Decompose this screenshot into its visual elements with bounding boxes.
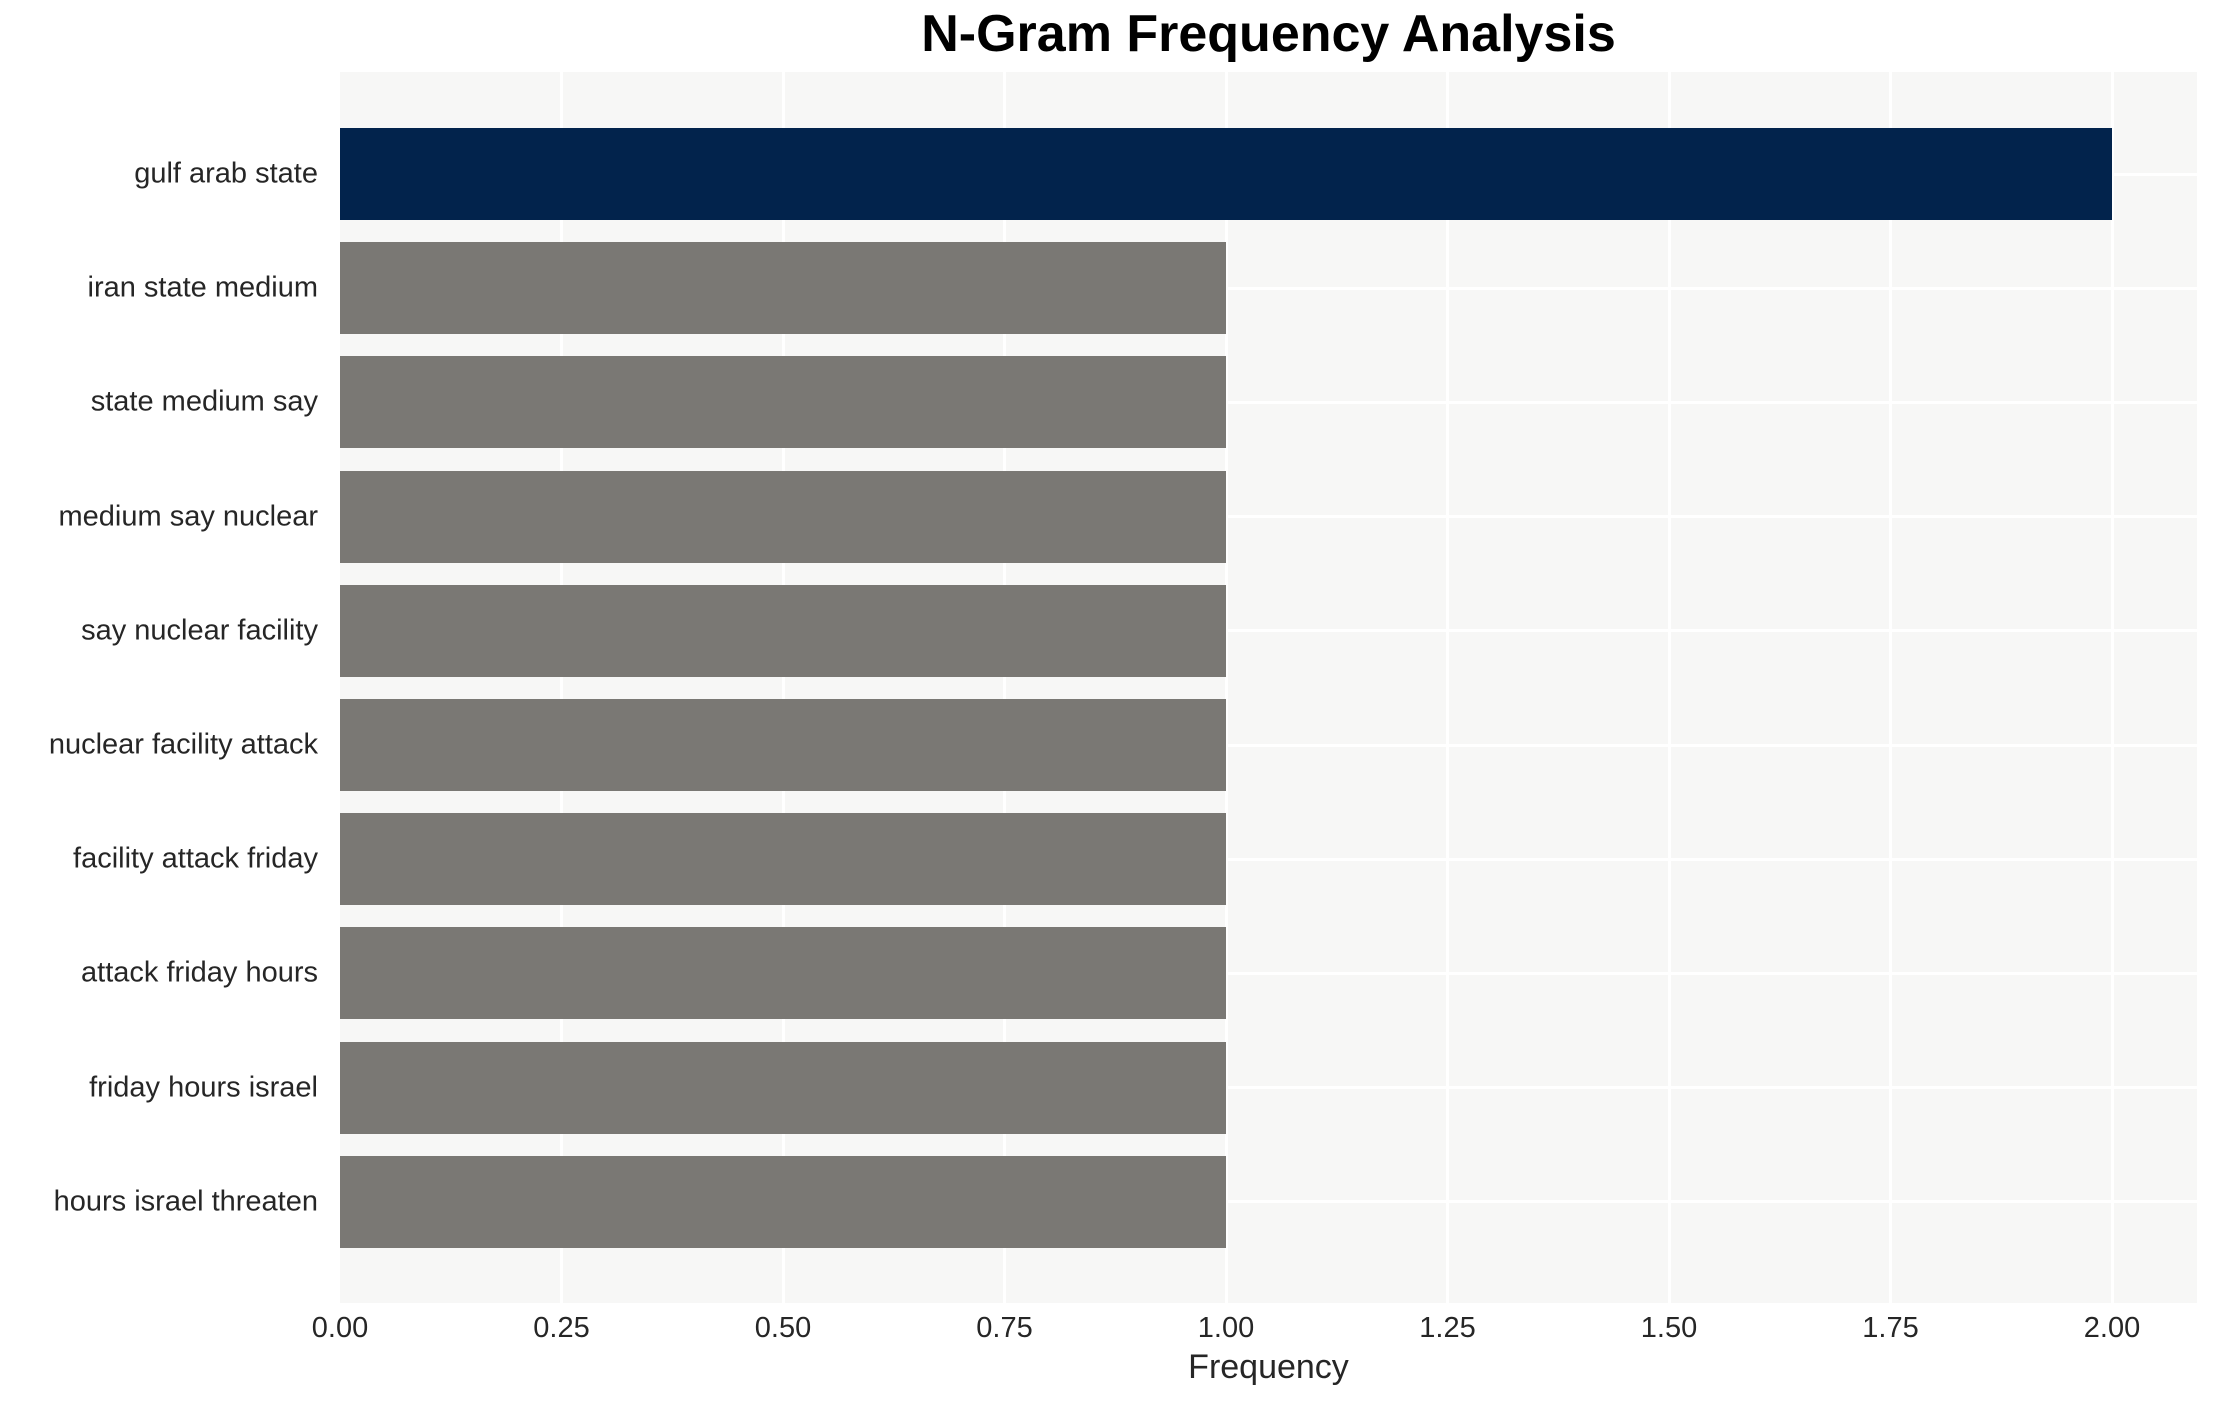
y-tick-label: facility attack friday — [73, 842, 318, 875]
x-tick-label: 1.75 — [1862, 1312, 1919, 1344]
bar-attack-friday-hours — [340, 927, 1226, 1020]
horizontal-gridline — [340, 286, 2197, 290]
bar-iran-state-medium — [340, 242, 1226, 335]
bar-hours-israel-threaten — [340, 1155, 1226, 1248]
y-tick-label: state medium say — [90, 385, 318, 418]
horizontal-gridline — [340, 400, 2197, 404]
y-tick-label: say nuclear facility — [81, 614, 318, 647]
x-tick-label: 1.00 — [1197, 1312, 1255, 1344]
x-axis-label: Frequency — [1188, 1348, 1349, 1386]
y-tick-label: hours israel threaten — [53, 1185, 318, 1218]
bar-nuclear-facility-attack — [340, 699, 1226, 791]
vertical-gridline — [1889, 72, 1892, 1303]
horizontal-gridline — [340, 857, 2197, 861]
bar-state-medium-say — [340, 356, 1226, 449]
x-tick-label: 1.50 — [1640, 1312, 1698, 1344]
x-tick-label: 2.00 — [2083, 1312, 2141, 1344]
plot-area — [340, 72, 2197, 1303]
vertical-gridline — [1667, 72, 1671, 1303]
vertical-gridline — [781, 72, 785, 1303]
bar-gulf-arab-state — [340, 128, 2112, 220]
y-tick-label: nuclear facility attack — [48, 728, 318, 761]
x-tick-label: 0.50 — [754, 1312, 812, 1344]
bar-facility-attack-friday — [340, 813, 1226, 906]
x-axis-tick-labels: 0.00 0.25 0.50 0.75 1.00 1.25 1.50 1.75 2.00 — [312, 1312, 2197, 1348]
vertical-gridline — [2110, 72, 2114, 1303]
bar-medium-say-nuclear — [340, 470, 1226, 563]
horizontal-gridline — [340, 1200, 2197, 1204]
x-tick-label: 0.75 — [976, 1312, 1033, 1344]
bar-friday-hours-israel — [340, 1041, 1226, 1134]
vertical-gridline — [1003, 72, 1006, 1303]
y-tick-label: medium say nuclear — [58, 500, 319, 533]
horizontal-gridline — [340, 629, 2197, 633]
horizontal-gridline — [340, 515, 2197, 519]
horizontal-gridline — [340, 743, 2197, 747]
x-tick-label: 0.00 — [311, 1312, 369, 1344]
y-tick-label: attack friday hours — [81, 956, 318, 989]
bar-say-nuclear-facility — [340, 584, 1226, 677]
y-tick-label: iran state medium — [87, 271, 319, 304]
y-tick-label: gulf arab state — [134, 157, 318, 190]
vertical-gridline — [560, 72, 563, 1303]
horizontal-gridline — [340, 1086, 2197, 1090]
vertical-gridline — [1446, 72, 1449, 1303]
horizontal-gridline — [340, 971, 2197, 975]
y-axis-tick-labels: gulf arab state iran state medium state me… — [0, 72, 328, 1303]
chart-title: N-Gram Frequency Analysis — [921, 5, 1616, 63]
y-tick-label: friday hours israel — [89, 1071, 318, 1104]
x-tick-label: 0.25 — [533, 1312, 590, 1344]
vertical-gridline — [1224, 72, 1228, 1303]
x-tick-label: 1.25 — [1419, 1312, 1476, 1344]
